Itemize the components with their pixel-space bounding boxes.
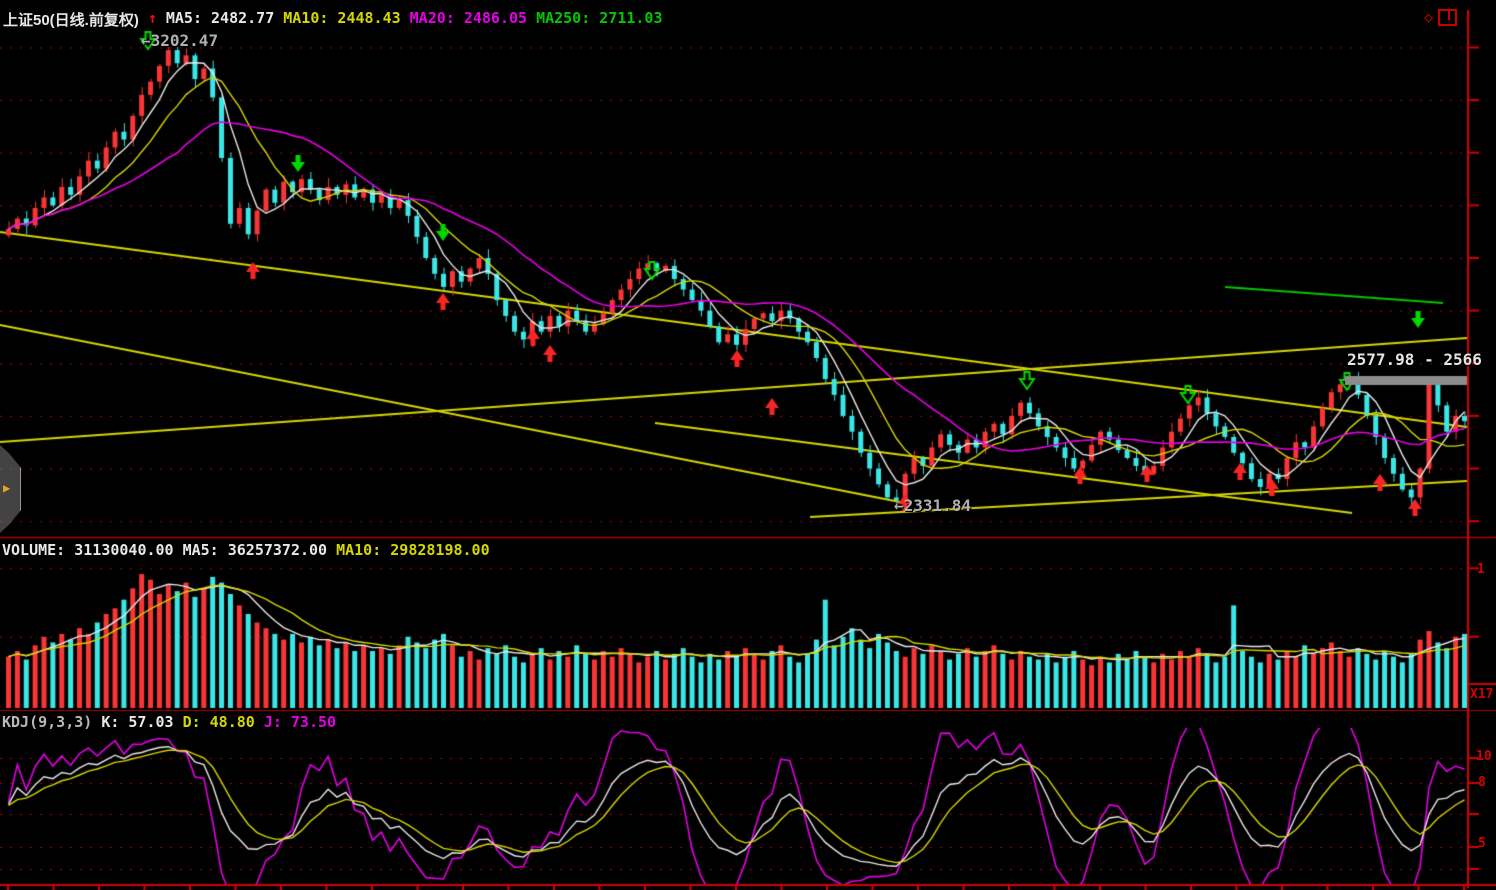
corner-toolbar: ◇ [1424, 8, 1458, 26]
kdj-header: KDJ(9,3,3) K: 57.03 D: 48.80 J: 73.50 [2, 713, 336, 731]
volume-label: VOLUME: 31130040.00 [2, 541, 174, 559]
left-arrow-icon: ← [894, 496, 904, 515]
split-window-icon[interactable] [1438, 9, 1458, 26]
instrument-title: 上证50(日线.前复权) [3, 12, 139, 29]
ma10-label: MA10: 2448.43 [283, 9, 401, 27]
kdj-d-label: D: 48.80 [182, 713, 255, 731]
right-axis-label: 5 [1478, 836, 1486, 851]
price-range-tooltip: 2577.98 - 2566 [1347, 350, 1482, 369]
diamond-icon[interactable]: ◇ [1424, 8, 1434, 26]
ma250-label: MA250: 2711.03 [536, 9, 663, 27]
panel-toggle[interactable]: ▶ [0, 445, 21, 533]
volume-header: VOLUME: 31130040.00 MA5: 36257372.00 MA1… [2, 541, 490, 559]
main-chart-header: 上证50(日线.前复权) ↑ MA5: 2482.77 MA10: 2448.4… [3, 9, 663, 30]
volume-ma5-label: MA5: 36257372.00 [182, 541, 328, 559]
kdj-j-label: J: 73.50 [263, 713, 337, 731]
right-axis-label: 8 [1478, 775, 1486, 790]
left-arrow-icon: ← [141, 31, 151, 50]
volume-ma10-label: MA10: 29828198.00 [336, 541, 490, 559]
ma20-label: MA20: 2486.05 [409, 9, 528, 27]
low-price-label: ←2331.84 [894, 496, 972, 515]
x17-scale-label: X17 [1470, 687, 1494, 702]
kdj-k-label: K: 57.03 [101, 713, 174, 731]
right-axis-label: 10 [1476, 749, 1492, 764]
up-arrow-icon: ↑ [147, 9, 157, 27]
panel-toggle-arrow-icon: ▶ [3, 481, 11, 495]
peak-price-label: ←3202.47 [141, 31, 219, 50]
ma5-label: MA5: 2482.77 [165, 9, 275, 27]
right-axis-label: 1 [1477, 562, 1485, 577]
kdj-name-label: KDJ(9,3,3) [2, 713, 93, 731]
